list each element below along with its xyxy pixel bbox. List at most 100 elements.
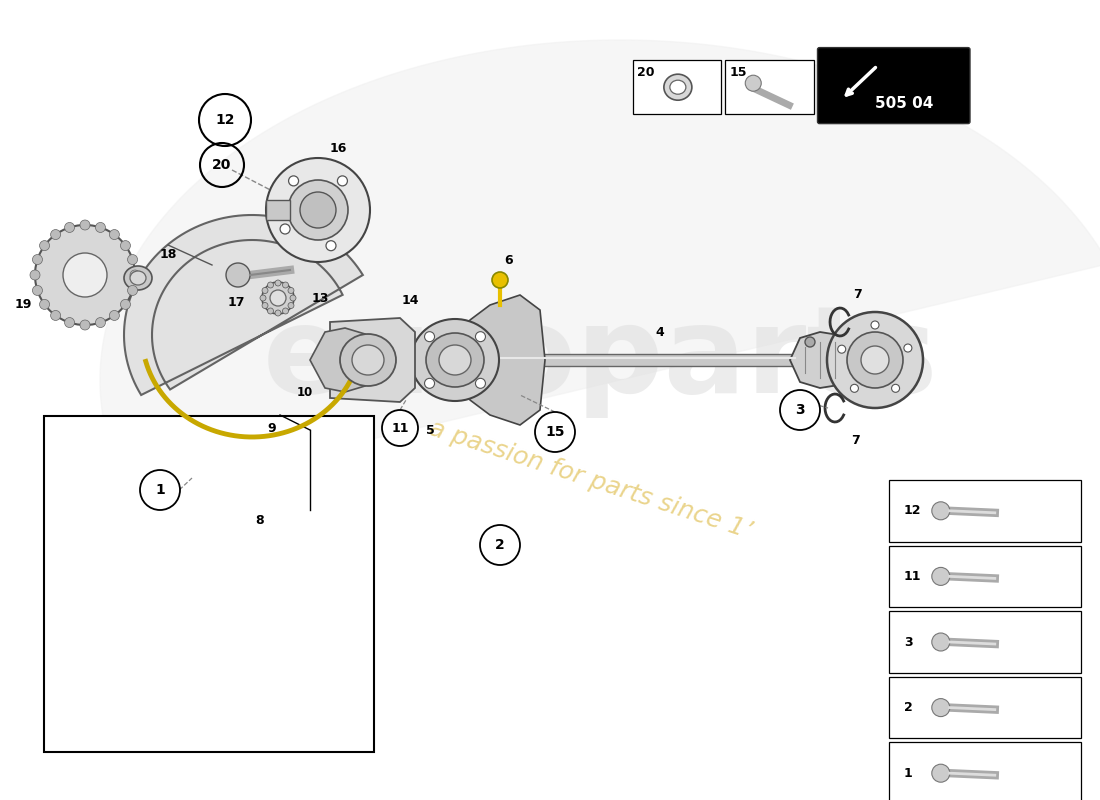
Text: 11: 11 [392, 422, 409, 434]
Ellipse shape [664, 74, 692, 100]
Text: 4: 4 [656, 326, 664, 338]
Polygon shape [330, 318, 415, 402]
Bar [420, 354, 795, 366]
Circle shape [283, 282, 288, 288]
Circle shape [326, 241, 336, 250]
Text: 3: 3 [904, 635, 912, 649]
Circle shape [80, 320, 90, 330]
Circle shape [746, 75, 761, 91]
Text: 19: 19 [14, 298, 32, 311]
Circle shape [290, 295, 296, 301]
Circle shape [63, 253, 107, 297]
Text: 20: 20 [638, 66, 654, 79]
Text: 2: 2 [904, 701, 913, 714]
Circle shape [275, 280, 280, 286]
Circle shape [475, 332, 485, 342]
Circle shape [932, 764, 949, 782]
Polygon shape [124, 215, 363, 395]
Ellipse shape [411, 319, 499, 401]
Circle shape [260, 295, 266, 301]
Bar [889, 480, 1081, 542]
Circle shape [288, 287, 294, 294]
Circle shape [96, 222, 106, 233]
Circle shape [80, 220, 90, 230]
Circle shape [871, 321, 879, 329]
Circle shape [40, 299, 49, 310]
Text: europarts: europarts [262, 302, 937, 418]
Circle shape [275, 310, 280, 316]
Text: 15: 15 [729, 66, 747, 79]
Circle shape [850, 384, 858, 392]
Circle shape [128, 254, 138, 265]
Circle shape [932, 698, 949, 717]
Circle shape [904, 344, 912, 352]
Circle shape [932, 633, 949, 651]
Circle shape [780, 390, 820, 430]
Bar [889, 677, 1081, 738]
Circle shape [288, 302, 294, 309]
Polygon shape [100, 40, 1100, 496]
Circle shape [932, 502, 949, 520]
Bar [44, 416, 374, 752]
Circle shape [475, 378, 485, 388]
Circle shape [65, 222, 75, 233]
Text: 3: 3 [795, 403, 805, 417]
Circle shape [492, 272, 508, 288]
Text: 7: 7 [854, 289, 862, 302]
Circle shape [827, 312, 923, 408]
Bar [889, 742, 1081, 800]
Bar [632, 60, 722, 114]
Circle shape [288, 176, 298, 186]
Circle shape [35, 225, 135, 325]
Circle shape [266, 158, 370, 262]
Ellipse shape [130, 271, 146, 285]
Circle shape [480, 525, 520, 565]
Text: 1: 1 [904, 766, 913, 780]
Circle shape [96, 318, 106, 327]
Text: 20: 20 [212, 158, 232, 172]
Circle shape [382, 410, 418, 446]
Polygon shape [790, 332, 862, 388]
Text: 11: 11 [904, 570, 922, 583]
Circle shape [128, 286, 138, 295]
Circle shape [425, 332, 435, 342]
Circle shape [226, 263, 250, 287]
Circle shape [109, 230, 120, 239]
Circle shape [130, 270, 140, 280]
Text: 8: 8 [255, 514, 264, 526]
FancyBboxPatch shape [817, 48, 970, 123]
Circle shape [32, 254, 43, 265]
Circle shape [267, 282, 274, 288]
Circle shape [270, 290, 286, 306]
Text: 17: 17 [228, 297, 244, 310]
Ellipse shape [426, 333, 484, 387]
Text: 16: 16 [329, 142, 346, 154]
Circle shape [838, 345, 846, 353]
Circle shape [51, 310, 60, 321]
Ellipse shape [670, 80, 686, 94]
Circle shape [109, 310, 120, 321]
Text: a passion for parts since 1’: a passion for parts since 1’ [426, 416, 755, 544]
Text: 12: 12 [904, 504, 922, 518]
Bar [889, 611, 1081, 673]
Text: 7: 7 [850, 434, 859, 446]
Circle shape [892, 384, 900, 392]
Bar [889, 546, 1081, 607]
Text: 18: 18 [160, 249, 177, 262]
Text: 13: 13 [311, 291, 329, 305]
Text: 9: 9 [267, 422, 276, 434]
Circle shape [262, 302, 268, 309]
Text: 2: 2 [495, 538, 505, 552]
Text: 10: 10 [297, 386, 313, 398]
Circle shape [51, 230, 60, 239]
Text: 505 04: 505 04 [874, 96, 933, 111]
Text: 15: 15 [546, 425, 564, 439]
Circle shape [283, 308, 288, 314]
Bar [266, 200, 290, 220]
Polygon shape [455, 295, 544, 425]
Ellipse shape [124, 266, 152, 290]
Text: 12: 12 [216, 113, 234, 127]
Circle shape [140, 470, 180, 510]
Ellipse shape [439, 345, 471, 375]
Circle shape [262, 282, 294, 314]
